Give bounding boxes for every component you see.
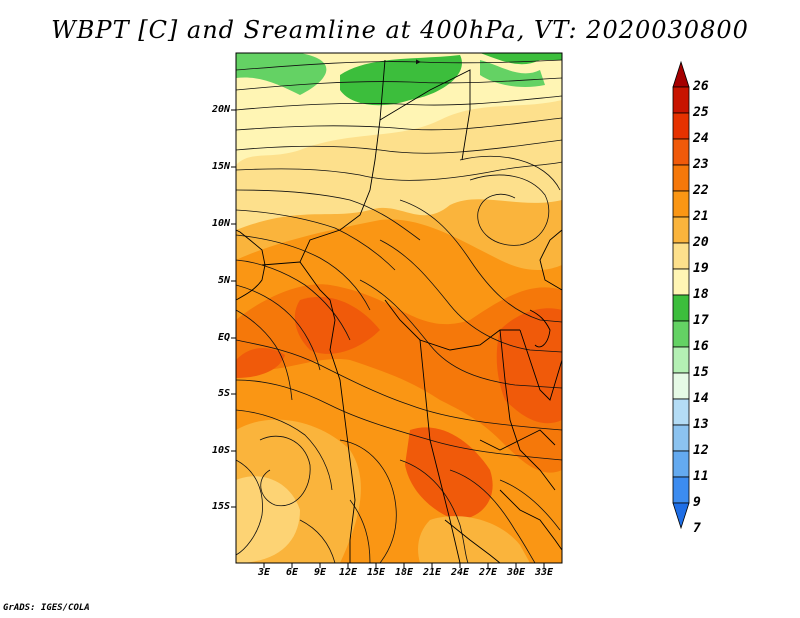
lon-label-18e: 18E [394, 567, 414, 578]
lon-label-3e: 3E [257, 567, 271, 578]
colorbar-swatch [672, 294, 690, 322]
lon-label-15e: 15E [366, 567, 386, 578]
colorbar-label: 11 [693, 469, 709, 484]
colorbar-swatch [672, 320, 690, 348]
colorbar-label: 12 [693, 443, 709, 458]
colorbar-label: 25 [693, 105, 709, 120]
lon-label-33e: 33E [534, 567, 554, 578]
lon-label-12e: 12E [338, 567, 358, 578]
colorbar-swatch [672, 372, 690, 400]
colorbar-swatch [672, 190, 690, 218]
lon-label-30e: 30E [506, 567, 526, 578]
map-boundaries [236, 59, 562, 563]
colorbar [672, 60, 690, 530]
colorbar-label: 15 [693, 365, 709, 380]
lon-label-21e: 21E [422, 567, 442, 578]
colorbar-label: 14 [693, 391, 709, 406]
lat-label-5s: 5S [217, 388, 230, 399]
colorbar-bottom-arrow [672, 502, 690, 530]
lat-label-15n: 15N [211, 161, 230, 172]
colorbar-label: 23 [693, 157, 709, 172]
colorbar-swatch [672, 398, 690, 426]
lon-label-27e: 27E [478, 567, 498, 578]
colorbar-label: 16 [693, 339, 709, 354]
streamlines [236, 59, 562, 563]
colorbar-swatch [672, 268, 690, 296]
lon-label-24e: 24E [450, 567, 470, 578]
colorbar-label: 7 [693, 521, 701, 536]
colorbar-label: 24 [693, 131, 709, 146]
colorbar-label: 18 [693, 287, 709, 302]
colorbar-swatch [672, 450, 690, 478]
colorbar-swatch [672, 346, 690, 374]
map-title: WBPT [C] and Sreamline at 400hPa, VT: 20… [51, 16, 749, 44]
colorbar-label: 26 [693, 79, 709, 94]
colorbar-swatch [672, 112, 690, 140]
lat-label-eq: EQ [217, 332, 230, 343]
colorbar-label: 13 [693, 417, 709, 432]
colorbar-label: 20 [693, 235, 709, 250]
lon-label-6e: 6E [285, 567, 299, 578]
map-border [235, 52, 563, 564]
lon-ticks [263, 563, 545, 568]
colorbar-top-arrow [672, 60, 690, 88]
lat-label-10n: 10N [211, 218, 230, 229]
colorbar-label: 17 [693, 313, 709, 328]
colorbar-swatch [672, 242, 690, 270]
lat-label-15s: 15S [211, 501, 230, 512]
lat-label-20n: 20N [211, 104, 230, 115]
grads-credit: GrADS: IGES/COLA [3, 603, 90, 613]
colorbar-label: 9 [693, 495, 701, 510]
lat-label-10s: 10S [211, 445, 230, 456]
colorbar-swatch [672, 138, 690, 166]
colorbar-label: 22 [693, 183, 709, 198]
colorbar-swatch [672, 424, 690, 452]
colorbar-swatch [672, 164, 690, 192]
lat-ticks [231, 109, 236, 508]
colorbar-label: 21 [693, 209, 709, 224]
wbpt-shading [236, 53, 562, 563]
lat-label-5n: 5N [217, 275, 230, 286]
colorbar-label: 19 [693, 261, 709, 276]
colorbar-swatch [672, 86, 690, 114]
colorbar-swatch [672, 476, 690, 504]
colorbar-swatch [672, 216, 690, 244]
lon-label-9e: 9E [313, 567, 327, 578]
